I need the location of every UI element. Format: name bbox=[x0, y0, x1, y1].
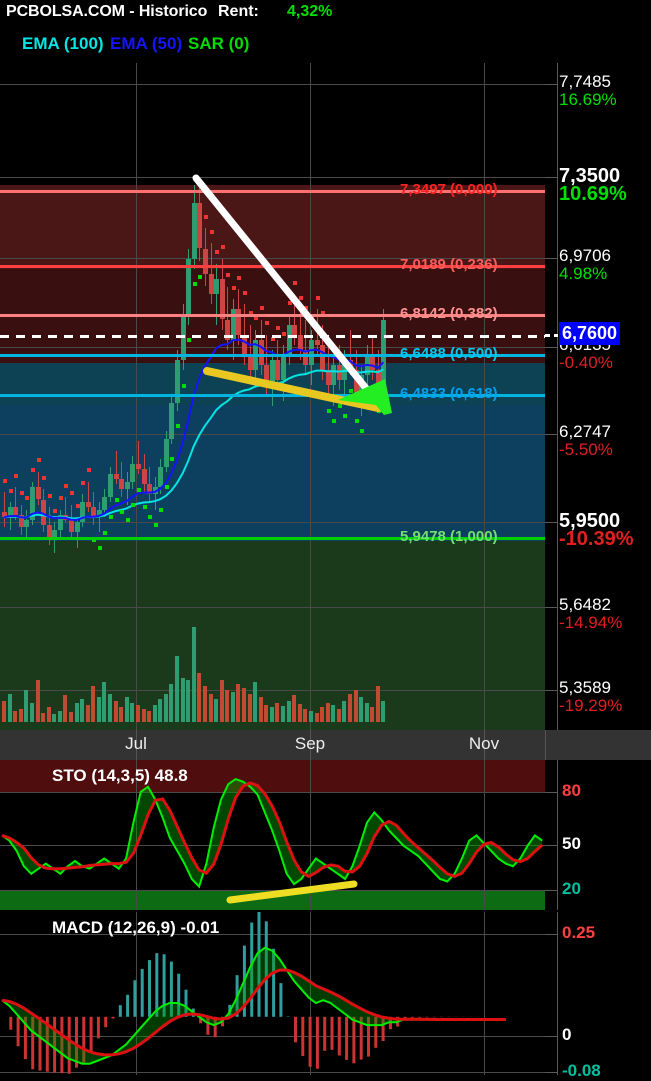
histogram-bar bbox=[279, 983, 282, 1017]
axis-price-label: 6,2747 bbox=[559, 422, 611, 442]
legend-ema-50[interactable]: EMA (50) bbox=[110, 34, 182, 54]
month-label-2: Nov bbox=[469, 734, 499, 754]
histogram-bar bbox=[294, 1017, 297, 1042]
axis-level-label: 0.25 bbox=[562, 923, 595, 943]
month-label-1: Sep bbox=[295, 734, 325, 754]
histogram-bar bbox=[90, 1017, 93, 1053]
axis-tick-7 bbox=[545, 690, 557, 691]
month-grid-axis bbox=[545, 730, 546, 760]
histogram-bar bbox=[331, 1017, 334, 1050]
time-axis[interactable]: Jul Sep Nov bbox=[0, 730, 651, 760]
price-chart-pane[interactable] bbox=[0, 63, 545, 730]
indicator-legend: EMA (100) EMA (50) SAR (0) bbox=[0, 30, 545, 63]
axis-percent-label: -5.50% bbox=[559, 440, 613, 460]
histogram-bar bbox=[338, 1017, 341, 1056]
axis-tick-3 bbox=[545, 347, 557, 348]
axis-price-label: 7,7485 bbox=[559, 72, 611, 92]
axis-level-label: 80 bbox=[562, 781, 581, 801]
page-title: PCBOLSA.COM - Historico bbox=[6, 3, 207, 21]
histogram-bar bbox=[323, 1017, 326, 1051]
stochastic-title: STO (14,3,5) 48.8 bbox=[52, 766, 188, 786]
axis-line bbox=[557, 63, 558, 730]
axis-price-label: 6,9706 bbox=[559, 246, 611, 266]
header-bar: PCBOLSA.COM - Historico Rent: 4,32% bbox=[0, 0, 651, 28]
axis-tick-1 bbox=[545, 1036, 557, 1037]
month-label-0: Jul bbox=[125, 734, 147, 754]
axis-tick-2 bbox=[545, 258, 557, 259]
histogram-bar bbox=[141, 969, 144, 1017]
axis-tick-0 bbox=[545, 934, 557, 935]
axis-level-label: 50 bbox=[562, 834, 581, 854]
histogram-bar bbox=[97, 1017, 100, 1039]
return-value: 4,32% bbox=[287, 3, 332, 21]
histogram-bar bbox=[119, 1005, 122, 1017]
histogram-bar bbox=[133, 980, 136, 1017]
axis-tick-5 bbox=[545, 522, 557, 523]
drawing-tools-layer[interactable] bbox=[0, 63, 545, 730]
histogram-bar bbox=[418, 1017, 421, 1018]
axis-percent-label: 4.98% bbox=[559, 264, 607, 284]
return-label: Rent: bbox=[218, 3, 259, 21]
axis-level-label: -0.08 bbox=[562, 1061, 601, 1081]
axis-tick-2 bbox=[545, 1072, 557, 1073]
axis-tick-1 bbox=[545, 177, 557, 178]
stochastic-pane[interactable]: STO (14,3,5) 48.8 bbox=[0, 760, 545, 910]
price-axis[interactable]: 7,748516.69%7,350010.69%6,97064.98%6,613… bbox=[545, 63, 651, 730]
histogram-bar bbox=[126, 995, 129, 1017]
histogram-bar bbox=[9, 1017, 12, 1030]
axis-line bbox=[557, 760, 558, 910]
axis-tick-0 bbox=[545, 792, 557, 793]
axis-line bbox=[557, 912, 558, 1075]
axis-tick-4 bbox=[545, 434, 557, 435]
histogram-bar bbox=[352, 1017, 355, 1064]
axis-price-label: 5,6482 bbox=[559, 595, 611, 615]
axis-percent-label: -0.40% bbox=[559, 353, 613, 373]
histogram-bar bbox=[148, 960, 151, 1017]
current-price-badge[interactable]: 6,7600 bbox=[559, 322, 620, 345]
histogram-bar bbox=[104, 1017, 107, 1027]
axis-percent-label: 16.69% bbox=[559, 90, 617, 110]
axis-tick-6 bbox=[545, 607, 557, 608]
axis-level-label: 20 bbox=[562, 879, 581, 899]
current-price-stub bbox=[545, 334, 558, 337]
sto-yellow-trendline[interactable] bbox=[230, 884, 354, 900]
legend-ema-100[interactable]: EMA (100) bbox=[22, 34, 104, 54]
histogram-bar bbox=[309, 1017, 312, 1067]
macd-title: MACD (12,26,9) -0.01 bbox=[52, 918, 219, 938]
histogram-bar bbox=[345, 1017, 348, 1060]
axis-price-label: 5,3589 bbox=[559, 678, 611, 698]
axis-percent-label: -14.94% bbox=[559, 613, 622, 633]
histogram-bar bbox=[155, 953, 158, 1017]
axis-percent-label: -19.29% bbox=[559, 696, 622, 716]
stochastic-axis: 80 50 20 bbox=[545, 760, 651, 910]
axis-tick-1 bbox=[545, 845, 557, 846]
axis-tick-2 bbox=[545, 890, 557, 891]
macd-pane[interactable]: MACD (12,26,9) -0.01 bbox=[0, 912, 545, 1075]
histogram-bar bbox=[411, 1017, 414, 1018]
histogram-bar bbox=[301, 1017, 304, 1056]
axis-level-label: 0 bbox=[562, 1025, 571, 1045]
histogram-bar bbox=[425, 1017, 428, 1018]
legend-sar[interactable]: SAR (0) bbox=[188, 34, 249, 54]
axis-tick-0 bbox=[545, 84, 557, 85]
histogram-bar bbox=[316, 1017, 319, 1069]
axis-percent-label: -10.39% bbox=[559, 528, 634, 551]
axis-percent-label: 10.69% bbox=[559, 183, 627, 206]
histogram-bar bbox=[17, 1017, 20, 1046]
histogram-bar bbox=[112, 1017, 115, 1019]
